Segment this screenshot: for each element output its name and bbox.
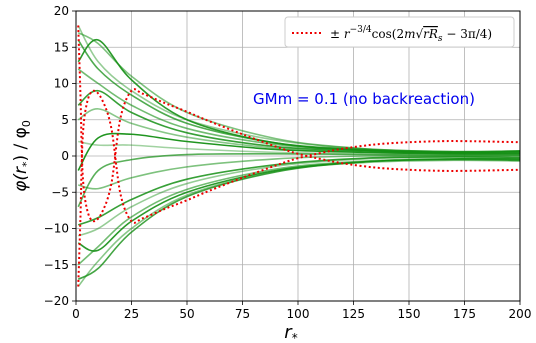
x-tick-label: 50 — [179, 307, 194, 321]
y-tick-label: 10 — [54, 77, 69, 91]
x-tick-label: 75 — [235, 307, 250, 321]
x-tick-label: 150 — [398, 307, 421, 321]
legend-label: ± r−3/4cos(2m√rRs − 3π/4) — [330, 25, 492, 44]
y-axis-ticks: −20 −15 −10 −5 0 5 10 15 20 — [44, 4, 76, 308]
envelope-curves — [77, 25, 520, 287]
y-tick-label: −5 — [51, 185, 69, 199]
solution-curve-13 — [77, 156, 520, 237]
legend: ± r−3/4cos(2m√rRs − 3π/4) — [284, 16, 515, 48]
y-tick-label: 15 — [54, 40, 69, 54]
x-axis-ticks: 0 25 50 75 100 125 150 175 200 — [72, 301, 531, 321]
y-tick-label: −20 — [44, 294, 69, 308]
x-tick-label: 175 — [453, 307, 476, 321]
x-tick-label: 0 — [72, 307, 80, 321]
solution-curve-8 — [77, 132, 520, 171]
x-tick-label: 200 — [509, 307, 532, 321]
x-tick-label: 125 — [342, 307, 365, 321]
solution-curve-12 — [77, 155, 520, 226]
y-axis-label: φ(r*) / φ0 — [11, 120, 33, 192]
solution-curve-17 — [77, 159, 520, 287]
sqrt-sign: √ — [415, 27, 423, 41]
y-tick-label: −10 — [44, 222, 69, 236]
y-tick-label: 20 — [54, 4, 69, 18]
x-tick-label: 100 — [287, 307, 310, 321]
x-axis-label: r* — [284, 322, 297, 343]
y-tick-label: 0 — [61, 149, 69, 163]
envelope-lower — [77, 89, 520, 287]
solution-curves — [77, 25, 520, 287]
envelope-upper — [77, 25, 520, 223]
y-tick-label: −15 — [44, 258, 69, 272]
y-tick-label: 5 — [61, 113, 69, 127]
backreaction-annotation: GMm = 0.1 (no backreaction) — [253, 90, 475, 108]
legend-box — [284, 16, 515, 48]
x-tick-label: 25 — [124, 307, 139, 321]
